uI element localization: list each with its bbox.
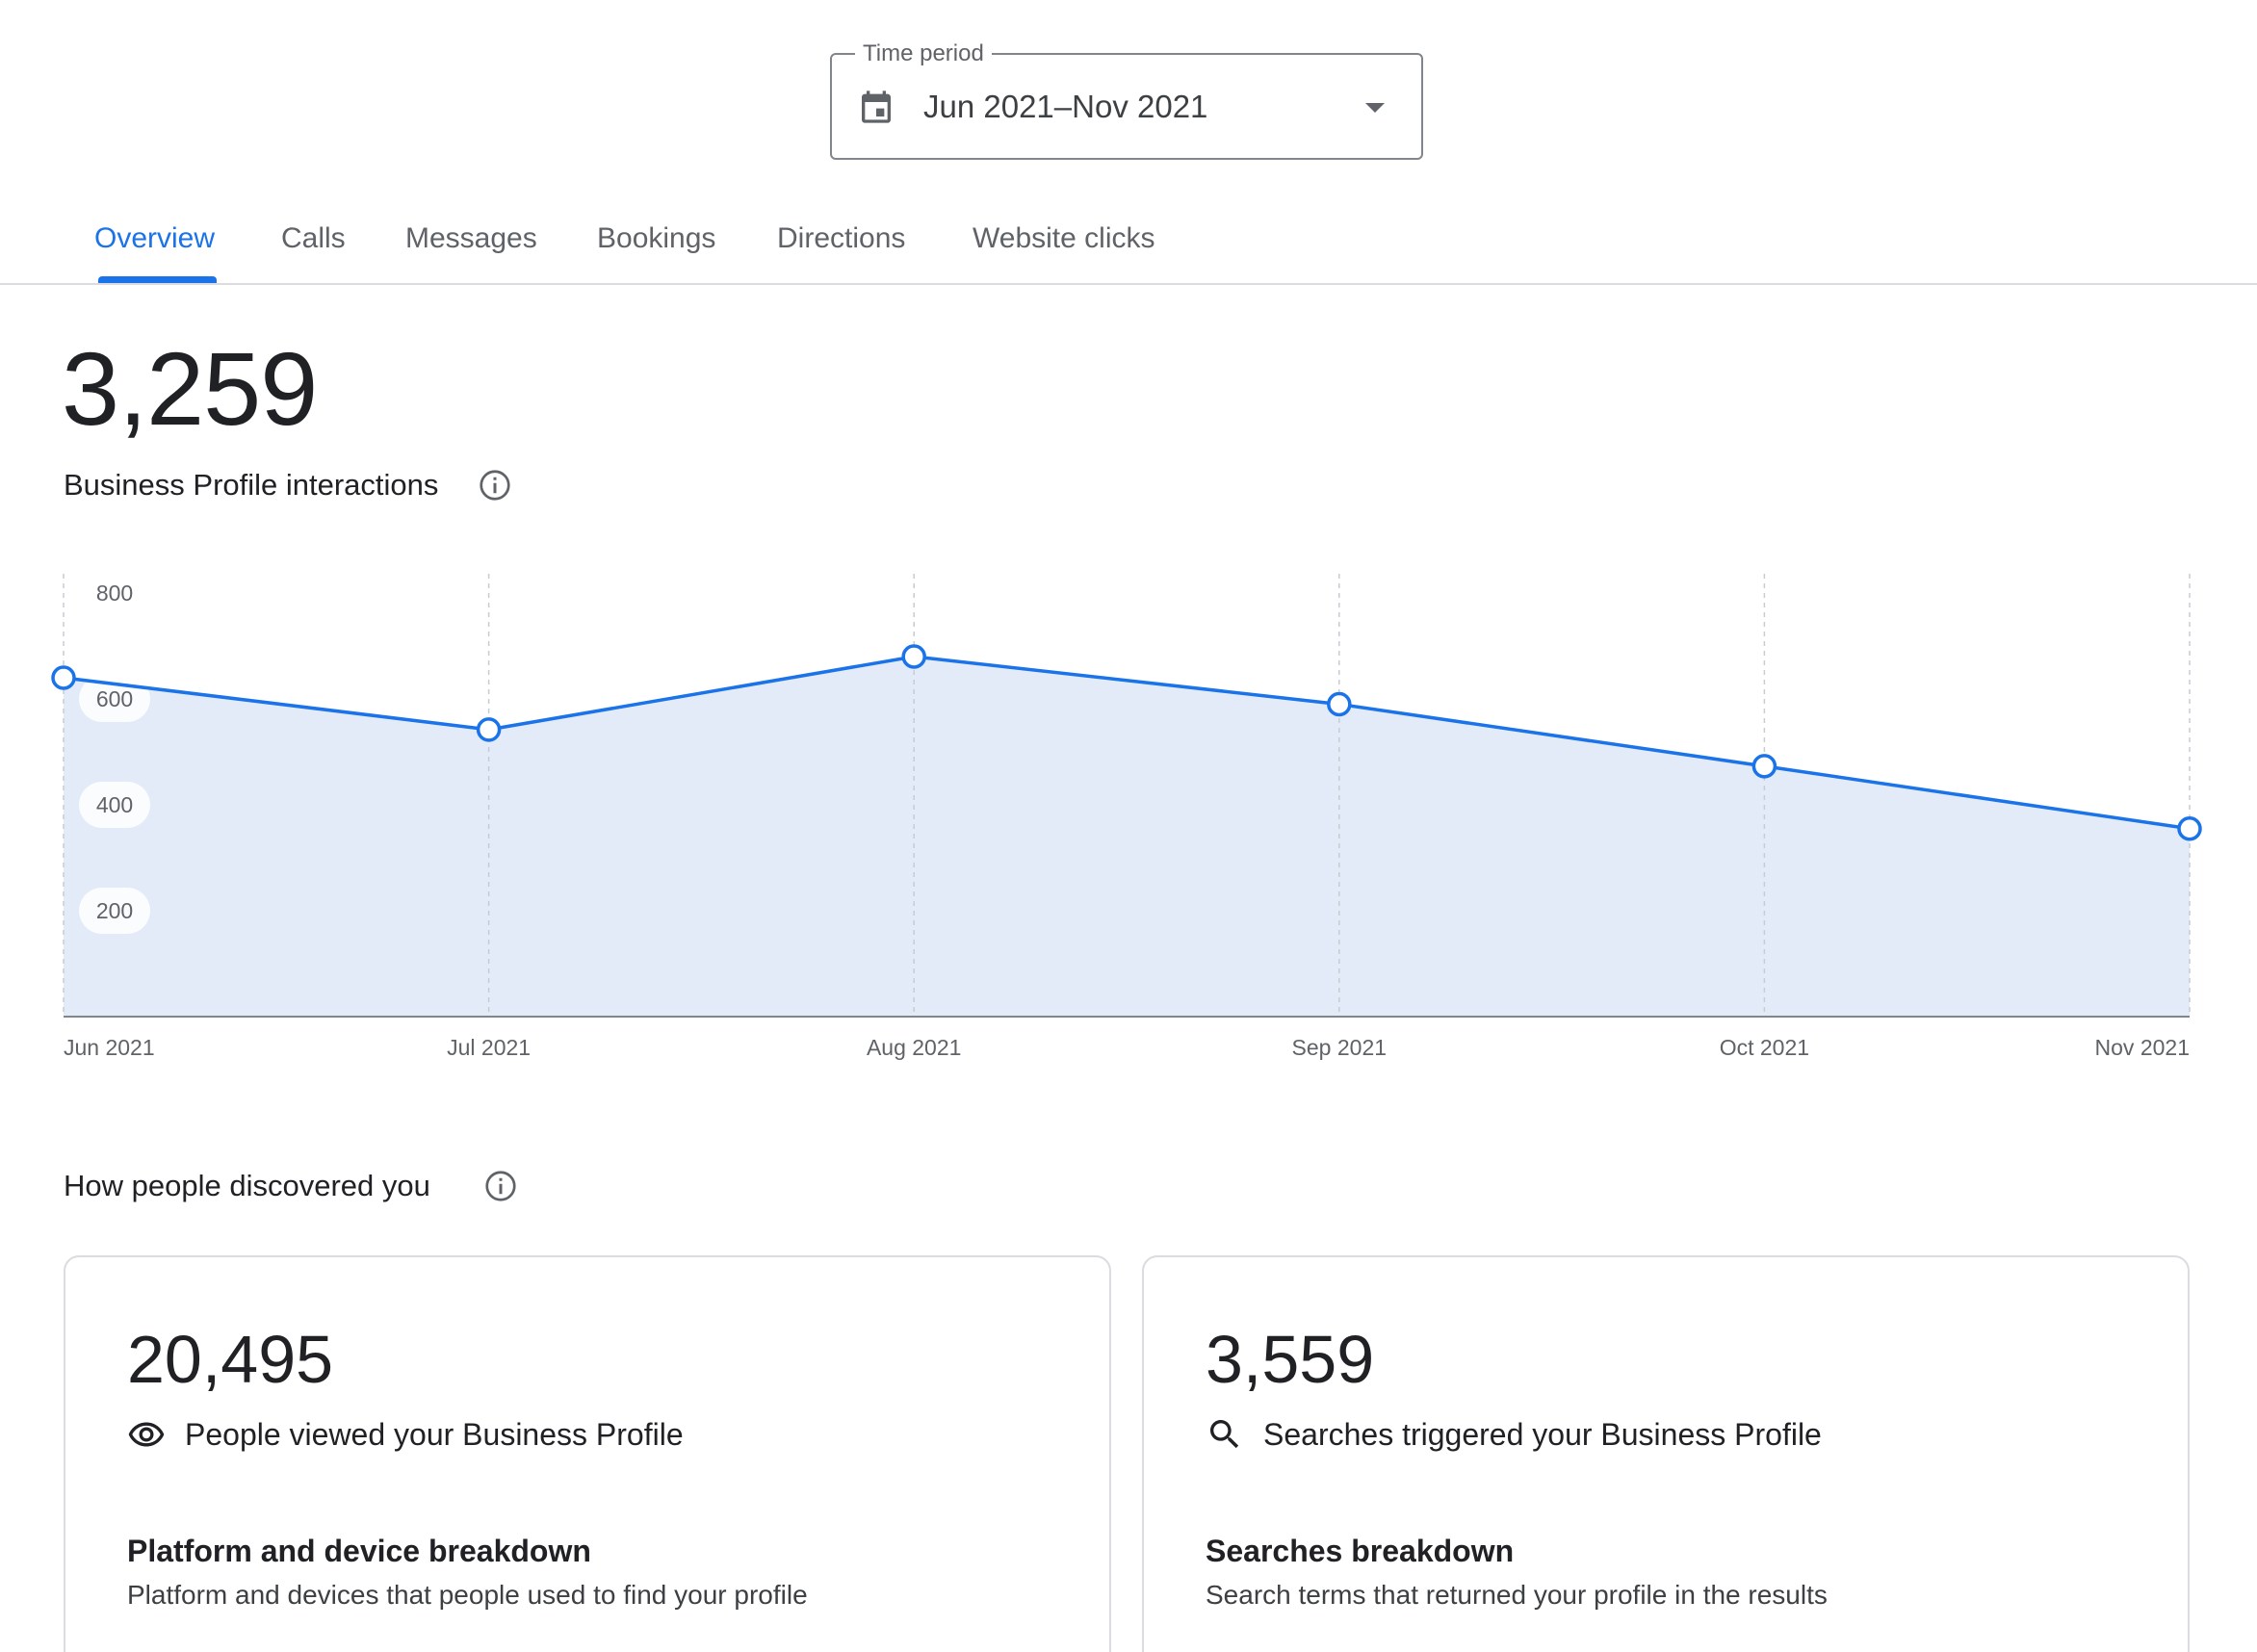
x-tick-label: Jun 2021 (64, 1035, 155, 1060)
tab-website-clicks[interactable]: Website clicks (973, 222, 1155, 254)
time-period-label: Time period (855, 39, 992, 68)
chart-data-point (901, 644, 926, 669)
y-tick-label: 600 (96, 686, 133, 711)
chart-data-point (476, 717, 502, 742)
chart-data-point (51, 665, 76, 690)
platform-breakdown-description: Platform and devices that people used to… (127, 1580, 808, 1610)
searches-card: 3,559 Searches triggered your Business P… (1142, 1255, 2190, 1652)
arrow-drop-down-icon (1365, 103, 1385, 113)
tab-bar: Overview Calls Messages Bookings Directi… (0, 193, 2257, 285)
profile-views-card: 20,495 People viewed your Business Profi… (64, 1255, 1111, 1652)
platform-breakdown-title: Platform and device breakdown (127, 1534, 591, 1568)
profile-views-row: People viewed your Business Profile (127, 1413, 684, 1456)
time-period-select[interactable]: Time period Jun 2021–Nov 2021 (830, 39, 1423, 160)
tab-overview[interactable]: Overview (94, 222, 216, 254)
calendar-icon (862, 90, 891, 123)
info-icon[interactable] (478, 468, 512, 503)
interactions-label: Business Profile interactions (64, 468, 439, 502)
searches-row: Searches triggered your Business Profile (1206, 1413, 1822, 1456)
x-tick-label: Sep 2021 (1292, 1035, 1387, 1060)
searches-count: 3,559 (1206, 1322, 1375, 1397)
tab-directions[interactable]: Directions (777, 222, 906, 254)
y-tick-pill (79, 782, 150, 828)
tab-bookings[interactable]: Bookings (597, 222, 716, 254)
info-icon[interactable] (483, 1169, 518, 1203)
chart-data-point (1751, 754, 1777, 779)
discovered-title: How people discovered you (64, 1169, 430, 1202)
x-tick-label: Nov 2021 (2095, 1035, 2190, 1060)
interactions-total: 3,259 (62, 330, 318, 447)
y-tick-pill (79, 888, 150, 934)
interactions-chart: 800 600 400 200 Jun 2021 Jul 2021 Aug 2021 Sep … (0, 558, 2257, 1078)
y-tick-label: 800 (96, 581, 133, 606)
searches-breakdown-title: Searches breakdown (1206, 1534, 1515, 1568)
chart-data-point (2177, 816, 2202, 841)
eye-icon (128, 1422, 165, 1447)
chart-data-point (1327, 691, 1352, 717)
profile-views-text: People viewed your Business Profile (185, 1417, 684, 1452)
y-tick-label: 400 (96, 792, 133, 817)
tab-messages[interactable]: Messages (405, 222, 537, 254)
searches-text: Searches triggered your Business Profile (1263, 1417, 1822, 1452)
profile-views-count: 20,495 (127, 1322, 334, 1397)
time-period-value: Jun 2021–Nov 2021 (923, 89, 1208, 124)
x-tick-label: Aug 2021 (867, 1035, 961, 1060)
chart-series-line (63, 655, 2191, 831)
x-tick-label: Jul 2021 (447, 1035, 531, 1060)
tab-calls[interactable]: Calls (281, 222, 346, 254)
chart-area-fill (64, 657, 2190, 1017)
x-tick-label: Oct 2021 (1720, 1035, 1809, 1060)
active-tab-indicator (98, 276, 217, 283)
y-tick-label: 200 (96, 898, 133, 923)
searches-breakdown-description: Search terms that returned your profile … (1206, 1580, 1828, 1610)
search-icon (1210, 1420, 1239, 1449)
interactions-chart-svg: 800 600 400 200 Jun 2021 Jul 2021 Aug 2021 Sep … (51, 574, 2202, 1060)
